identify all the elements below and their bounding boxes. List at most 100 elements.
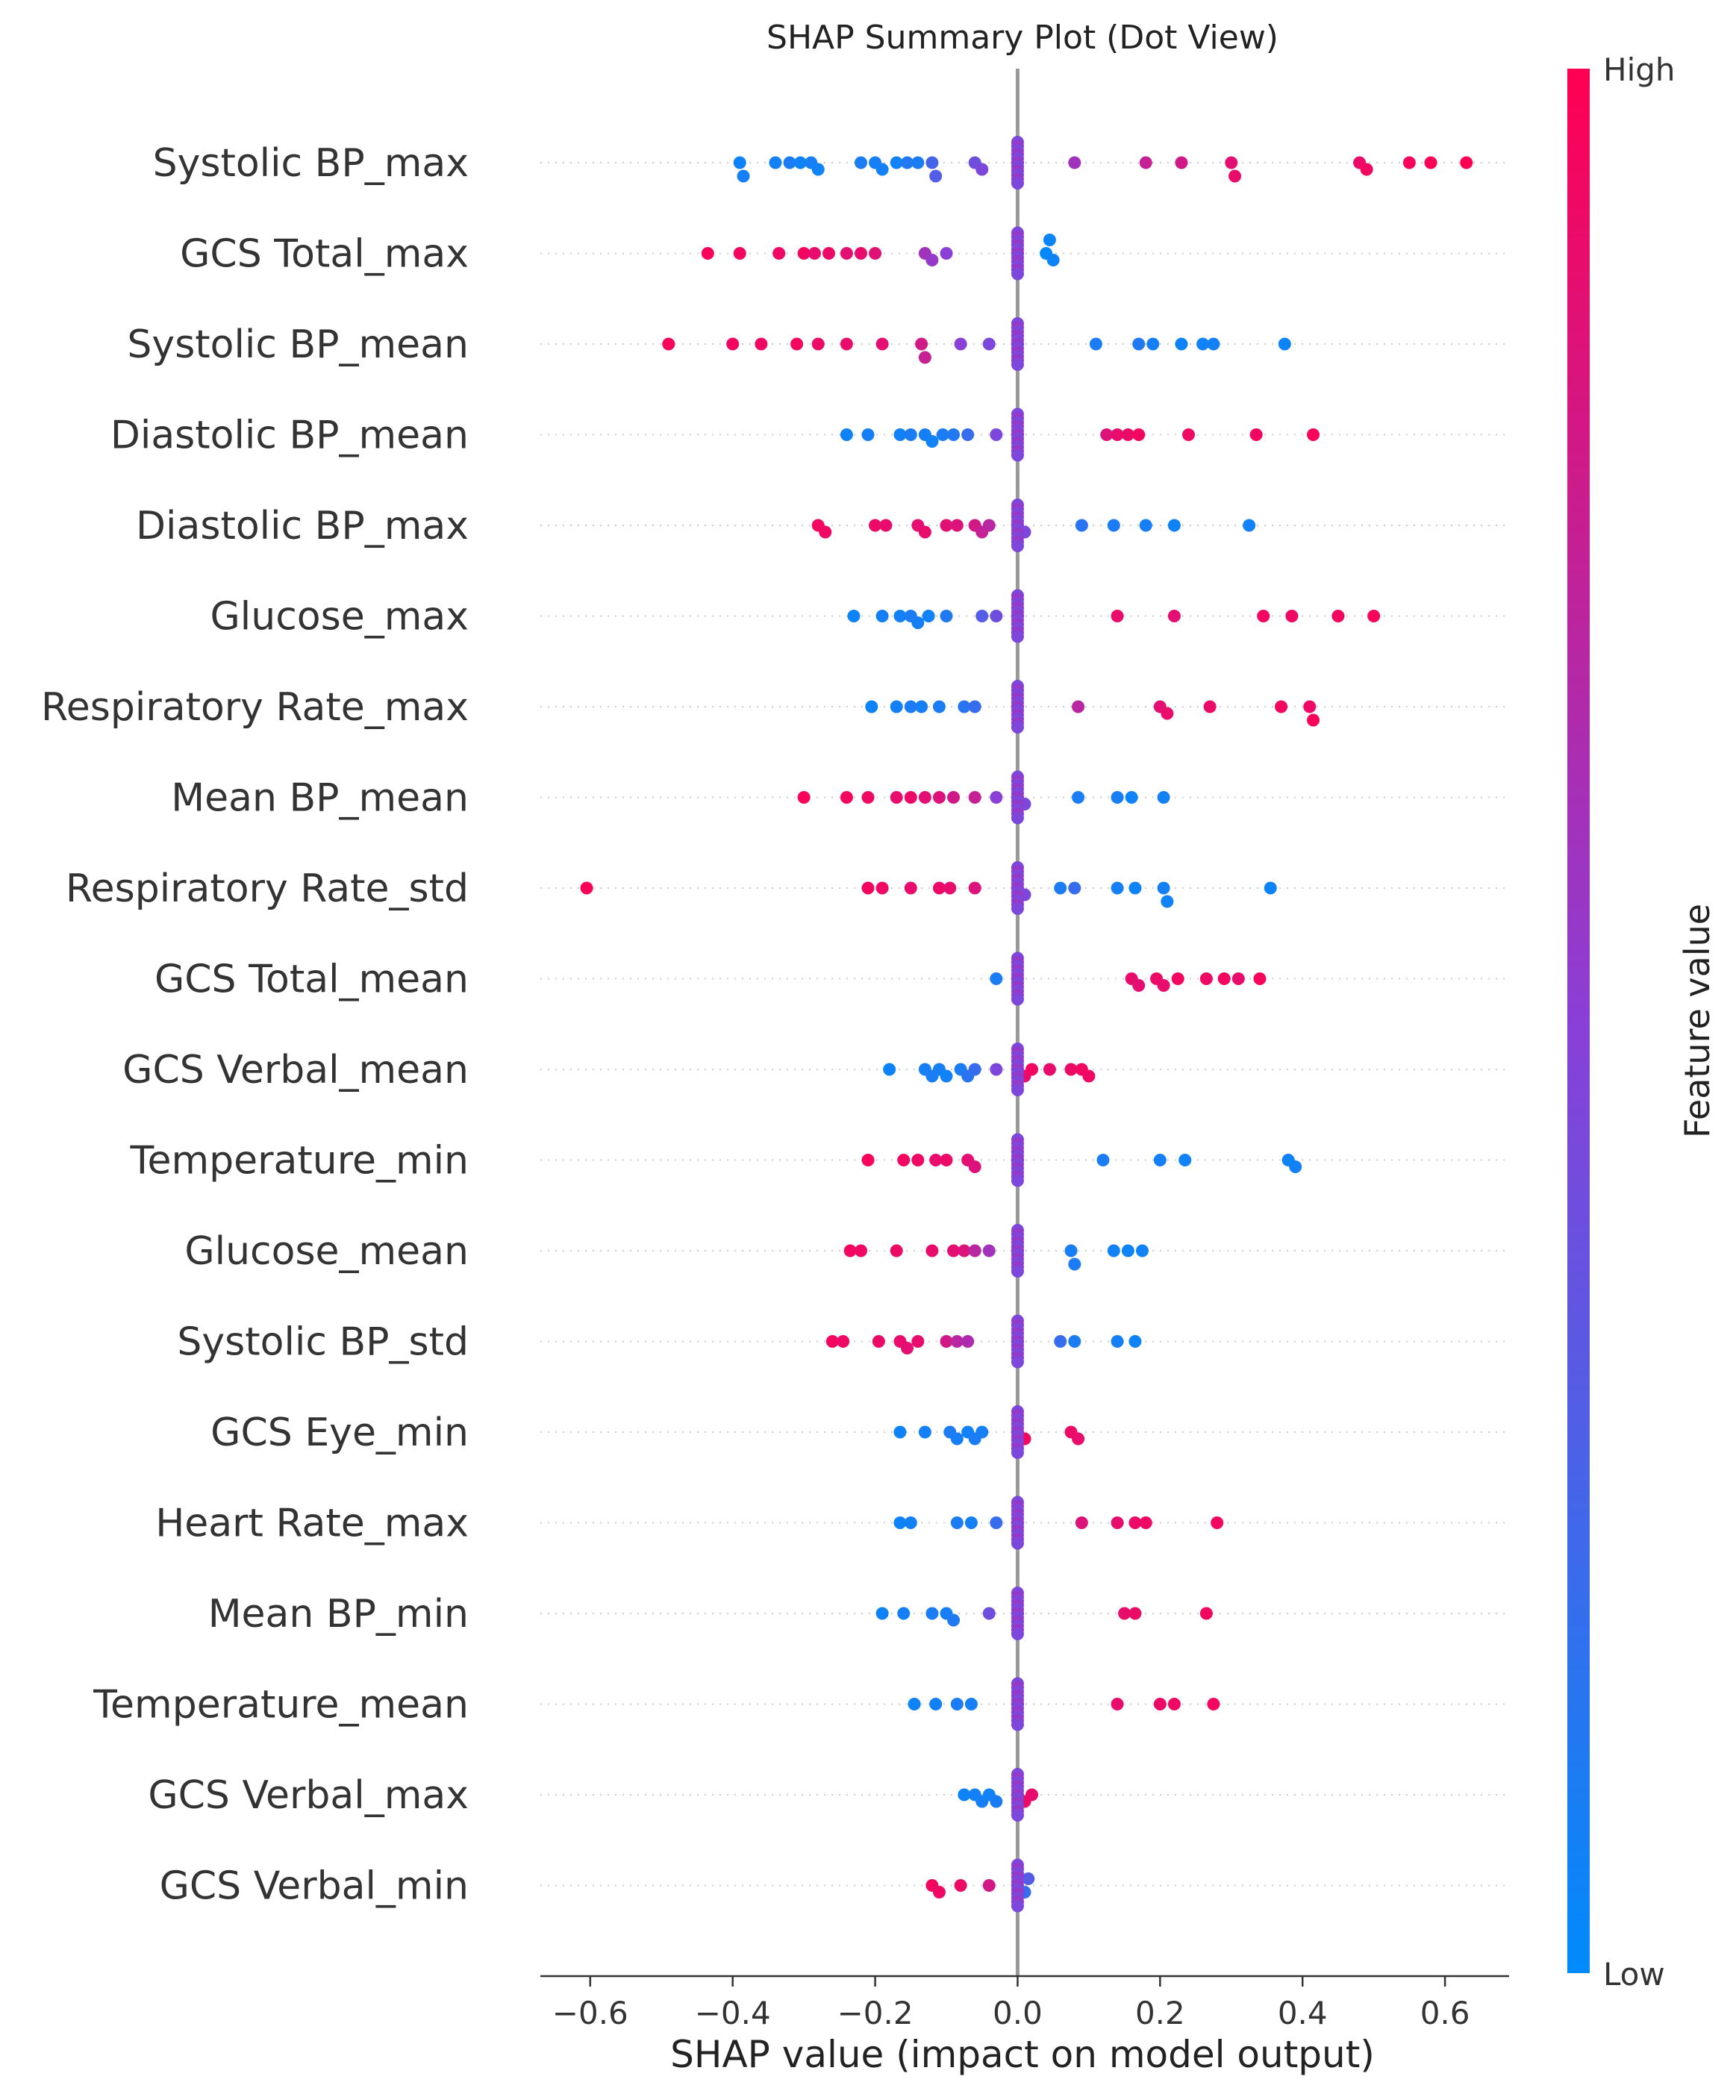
shap-dot xyxy=(947,428,961,441)
shap-dot xyxy=(1231,972,1245,985)
shap-dot xyxy=(875,610,889,622)
shap-dot xyxy=(1167,519,1181,532)
shap-dot xyxy=(793,156,807,169)
shap-dot xyxy=(1249,428,1263,441)
shap-dot xyxy=(929,169,943,183)
feature-label: GCS Verbal_min xyxy=(160,1864,469,1909)
shap-dot xyxy=(840,337,853,351)
shap-dot xyxy=(975,163,989,176)
shap-dot xyxy=(1046,254,1060,266)
shap-dot xyxy=(726,337,740,351)
shap-dot xyxy=(958,1788,971,1801)
shap-dot xyxy=(1111,428,1124,441)
shap-dot xyxy=(943,881,957,895)
shap-dot xyxy=(837,1335,850,1348)
shap-dot xyxy=(847,610,861,622)
shap-dot xyxy=(1139,156,1152,169)
shap-dot xyxy=(1132,428,1146,441)
shap-dot xyxy=(904,881,917,895)
shap-dot xyxy=(1011,449,1024,462)
shap-dots xyxy=(580,136,1473,1913)
shap-dot xyxy=(1011,1174,1024,1187)
shap-dot xyxy=(1157,791,1170,804)
shap-dot xyxy=(982,1879,996,1892)
shap-dot xyxy=(875,881,889,895)
shap-dot xyxy=(854,1244,867,1257)
shap-dot xyxy=(964,1516,978,1529)
feature-label: Respiratory Rate_max xyxy=(41,685,469,730)
shap-dot xyxy=(1043,1063,1056,1076)
shap-dot xyxy=(1182,428,1196,441)
shap-dot xyxy=(922,610,935,622)
shap-dot xyxy=(1207,1698,1220,1710)
feature-label: Diastolic BP_max xyxy=(136,504,469,549)
shap-dot xyxy=(936,428,949,441)
shap-dot xyxy=(811,337,825,351)
shap-dot xyxy=(904,791,917,804)
x-axis-title: SHAP value (impact on model output) xyxy=(670,2033,1375,2076)
shap-dot xyxy=(932,791,946,804)
shap-dot xyxy=(783,156,796,169)
shap-dot xyxy=(797,791,811,804)
shap-dot xyxy=(982,519,996,532)
shap-dot xyxy=(1011,1084,1024,1096)
shap-dot xyxy=(890,156,903,169)
shap-dot xyxy=(961,1335,975,1348)
chart-title: SHAP Summary Plot (Dot View) xyxy=(766,19,1278,57)
feature-label: Temperature_min xyxy=(130,1139,469,1184)
shap-dot xyxy=(1011,1355,1024,1369)
shap-dot xyxy=(861,881,875,895)
shap-dot xyxy=(1243,519,1256,532)
colorbar: High Low Feature value xyxy=(1567,51,1717,1993)
shap-dot xyxy=(947,1613,961,1627)
shap-dot xyxy=(854,247,867,260)
shap-dot xyxy=(1011,177,1024,190)
x-tick-label: −0.2 xyxy=(837,1995,914,2031)
shap-dot xyxy=(1460,156,1473,169)
shap-dot xyxy=(968,881,981,895)
shap-dot xyxy=(1275,700,1288,713)
shap-dot xyxy=(961,428,975,441)
shap-dot xyxy=(1135,1244,1149,1257)
feature-label: GCS Total_max xyxy=(180,232,469,277)
shap-dot xyxy=(1011,540,1024,552)
shap-dot xyxy=(1211,1516,1224,1529)
shap-dot xyxy=(1107,1244,1120,1257)
shap-dot xyxy=(1225,156,1238,169)
shap-dot xyxy=(1068,1335,1081,1348)
shap-dot xyxy=(1402,156,1416,169)
shap-dot xyxy=(1121,1244,1134,1257)
shap-dot xyxy=(875,337,889,351)
shap-dot xyxy=(1100,428,1114,441)
shap-dot xyxy=(1167,610,1181,622)
shap-dot xyxy=(1132,979,1146,992)
shap-dot xyxy=(904,428,917,441)
shap-dot xyxy=(932,881,946,895)
shap-dot xyxy=(1075,519,1088,532)
shap-dot xyxy=(1253,972,1267,985)
shap-dot xyxy=(940,1335,953,1348)
shap-dot xyxy=(950,1335,964,1348)
shap-dot xyxy=(733,156,746,169)
shap-dot xyxy=(925,254,939,266)
shap-dot xyxy=(968,1063,981,1076)
shap-dot xyxy=(1175,156,1188,169)
shap-dot xyxy=(940,519,953,532)
shap-dot xyxy=(755,337,768,351)
shap-dot xyxy=(662,337,675,351)
shap-dot xyxy=(1128,1516,1142,1529)
shap-dot xyxy=(1228,169,1242,183)
shap-dot xyxy=(1331,610,1345,622)
shap-dot xyxy=(1011,630,1024,643)
shap-dot xyxy=(890,700,903,713)
shap-dot xyxy=(1011,1537,1024,1550)
shap-dot xyxy=(1043,234,1056,246)
shap-dot xyxy=(893,610,907,622)
shap-dot xyxy=(1424,156,1437,169)
shap-dot xyxy=(1064,1244,1078,1257)
shap-dot xyxy=(1264,881,1277,895)
shap-dot xyxy=(940,1154,953,1166)
shap-dot xyxy=(1072,1432,1085,1446)
shap-dot xyxy=(1196,337,1210,351)
shap-dot xyxy=(1128,1335,1142,1348)
